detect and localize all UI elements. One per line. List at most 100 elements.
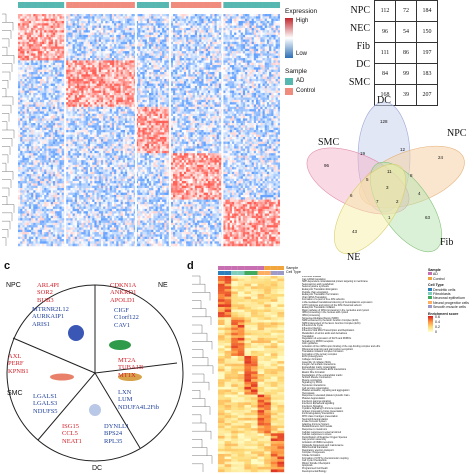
heatmap-cell <box>98 58 102 61</box>
heatmap-cell <box>131 14 134 17</box>
heatmap-cell <box>114 34 117 38</box>
heatmap-cell <box>146 85 150 89</box>
heatmap-cell <box>177 83 180 87</box>
heatmap-cell <box>264 72 268 75</box>
heatmap-cell <box>266 18 270 22</box>
heatmap-cell <box>245 20 248 24</box>
heatmap-cell <box>175 65 178 68</box>
heatmap-cell <box>249 34 252 38</box>
sample-annotation-cell <box>203 2 207 8</box>
heatmap-cell <box>240 16 244 19</box>
heatmap-cell <box>218 95 222 98</box>
heatmap-cell <box>155 104 158 108</box>
heatmap-cell <box>37 76 41 80</box>
heatmap-cell <box>76 74 80 77</box>
heatmap-cell <box>37 72 41 75</box>
heatmap-cell <box>55 85 58 89</box>
heatmap-cell <box>114 25 117 29</box>
heatmap-cell <box>68 53 71 57</box>
heatmap-cell <box>72 58 76 61</box>
heatmap-cell <box>76 72 80 75</box>
heatmap-cell <box>76 81 80 84</box>
heatmap-cell <box>68 41 71 45</box>
heatmap-cell <box>140 104 143 108</box>
heatmap-cell <box>238 85 241 89</box>
heatmap-cell <box>50 30 54 33</box>
heatmap-cell <box>109 104 113 108</box>
heatmap-cell <box>135 30 139 33</box>
heatmap-cell <box>166 23 169 26</box>
heatmap-cell <box>164 27 167 31</box>
heatmap-cell <box>157 18 161 22</box>
heatmap-cell <box>229 46 233 50</box>
heatmap-cell <box>271 74 274 77</box>
heatmap-cell <box>236 99 239 103</box>
heatmap-cell <box>44 41 47 45</box>
heatmap-cell <box>135 102 139 105</box>
heatmap-cell <box>218 18 222 22</box>
heatmap-cell <box>120 90 124 94</box>
heatmap-cell <box>103 85 106 89</box>
heatmap-cell <box>159 51 163 54</box>
heatmap-cell <box>85 34 89 38</box>
heatmap-cell <box>66 72 69 75</box>
heatmap-cell <box>203 46 207 50</box>
heatmap-cell <box>183 39 187 43</box>
heatmap-cell <box>50 37 54 40</box>
heatmap-cell <box>273 102 276 105</box>
heatmap-cell <box>170 62 174 66</box>
heatmap-cell <box>264 99 268 103</box>
heatmap-cell <box>92 76 95 80</box>
heatmap-cell <box>203 102 207 105</box>
heatmap-cell <box>87 44 91 47</box>
heatmap-cell <box>245 67 248 70</box>
heatmap-cell <box>68 92 71 96</box>
heatmap-cell <box>214 16 217 19</box>
heatmap-cell <box>207 37 211 40</box>
heatmap-cell <box>205 67 209 70</box>
heatmap-cell <box>245 83 248 87</box>
heatmap-cell <box>26 48 30 52</box>
sample-annotation-cell <box>229 2 233 8</box>
heatmap-cell <box>197 67 200 70</box>
heatmap-cell <box>72 48 76 52</box>
sample-annotation-cell <box>94 2 97 8</box>
heatmap-cell <box>242 85 246 89</box>
heatmap-cell <box>122 78 126 82</box>
heatmap-cell <box>218 39 222 43</box>
heatmap-cell <box>251 60 255 63</box>
heatmap-cell <box>42 27 45 31</box>
heatmap-cell <box>210 95 213 98</box>
heatmap-cell <box>201 78 204 82</box>
heatmap-cell <box>277 76 280 80</box>
heatmap-cell <box>205 92 209 96</box>
heatmap-cell <box>37 16 41 19</box>
heatmap-cell <box>135 92 139 96</box>
heatmap-cell <box>142 34 145 38</box>
heatmap-cell <box>238 37 241 40</box>
heatmap-cell <box>181 72 185 75</box>
heatmap-cell <box>179 97 182 101</box>
heatmap-cell <box>107 34 110 38</box>
heatmap-cell <box>59 83 62 87</box>
heatmap-cell <box>258 65 261 68</box>
heatmap-cell <box>157 25 161 29</box>
heatmap-cell <box>81 48 84 52</box>
heatmap-cell <box>275 30 279 33</box>
heatmap-cell <box>188 78 191 82</box>
heatmap-cell <box>72 67 76 70</box>
heatmap-cell <box>166 102 169 105</box>
heatmap-cell <box>85 53 89 57</box>
heatmap-cell <box>255 14 259 17</box>
heatmap-cell <box>120 23 124 26</box>
heatmap-cell <box>260 78 263 82</box>
heatmap-cell <box>109 16 113 19</box>
heatmap-cell <box>183 20 187 24</box>
heatmap-cell <box>59 34 62 38</box>
heatmap-cell <box>70 44 73 47</box>
heatmap-cell <box>275 99 279 103</box>
heatmap-cell <box>24 20 27 24</box>
sample-annotation-cell <box>192 2 196 8</box>
heatmap-cell <box>205 95 209 98</box>
heatmap-cell <box>188 72 191 75</box>
